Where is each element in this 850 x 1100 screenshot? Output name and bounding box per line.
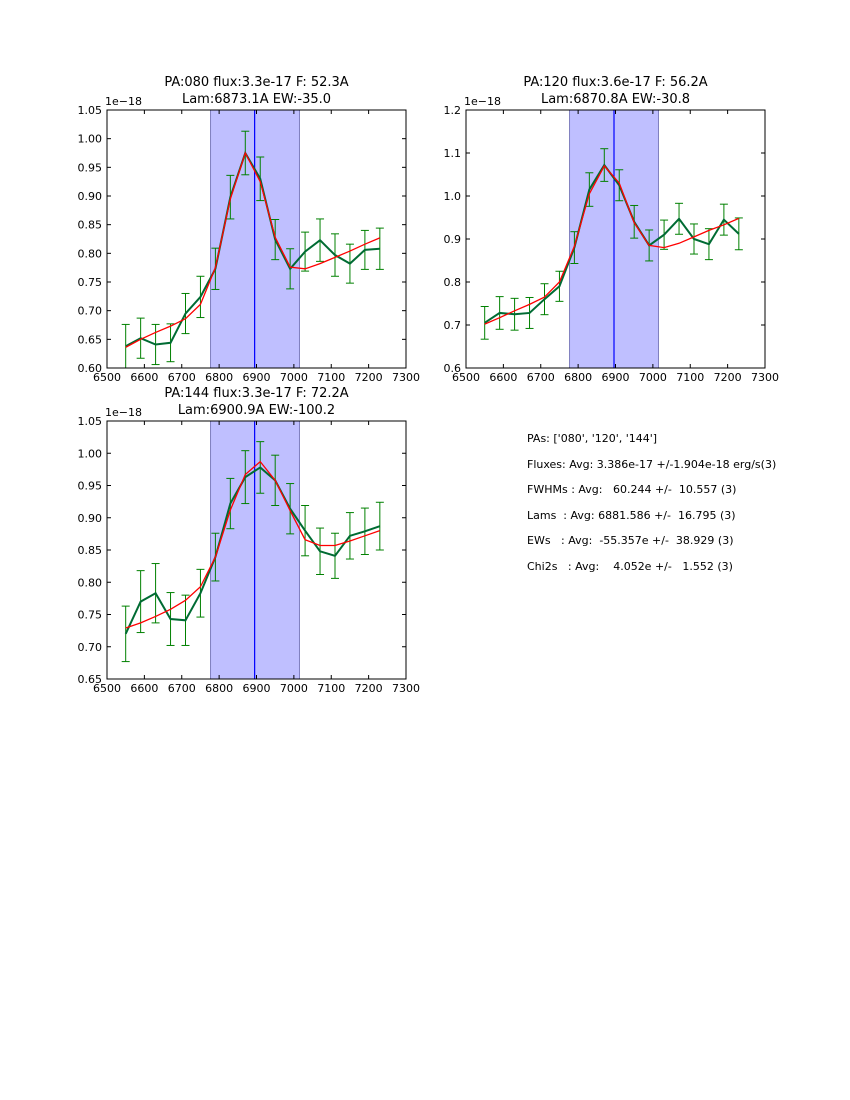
y-tick-label: 0.90: [78, 190, 103, 203]
y-tick-label: 0.95: [78, 161, 103, 174]
x-tick-label: 7000: [639, 371, 667, 384]
subplot-title-line2: Lam:6870.8A EW:-30.8: [541, 92, 690, 107]
x-tick-label: 7300: [751, 371, 779, 384]
subplot-title-line1: PA:144 flux:3.3e-17 F: 72.2A: [164, 386, 348, 401]
x-tick-label: 6500: [452, 371, 480, 384]
x-tick-label: 6700: [527, 371, 555, 384]
y-tick-label: 1.0: [444, 190, 462, 203]
x-tick-label: 6600: [130, 682, 158, 695]
fit-line: [125, 460, 381, 629]
x-tick-label: 7100: [676, 371, 704, 384]
x-tick-label: 7000: [280, 682, 308, 695]
y-tick-label: 0.80: [78, 576, 103, 589]
y-tick-label: 0.7: [444, 319, 462, 332]
stats-fwhms: FWHMs : Avg: 60.244 +/- 10.557 (3): [527, 483, 737, 497]
x-tick-label: 7100: [317, 682, 345, 695]
x-tick-label: 6900: [602, 371, 630, 384]
y-tick-label: 1.1: [444, 147, 462, 160]
plot-area: [121, 110, 384, 368]
subplot-1: 6500 6600 6700 6800 6900 7000 7100 7200 7300 0.60…: [78, 75, 421, 384]
x-tick-label: 7300: [392, 682, 420, 695]
fit-line: [484, 164, 740, 325]
y-tick-label: 0.70: [78, 641, 103, 654]
y-tick-label: 0.85: [78, 219, 103, 232]
y-tick-label: 0.65: [78, 673, 103, 686]
x-tick-label: 7000: [280, 371, 308, 384]
x-tick-label: 6900: [243, 371, 271, 384]
x-tick-label: 6500: [93, 682, 121, 695]
data-line: [124, 466, 381, 635]
stats-lams: Lams : Avg: 6881.586 +/- 16.795 (3): [527, 508, 736, 522]
y-tick-label: 0.6: [444, 362, 462, 375]
stats-fluxes: Fluxes: Avg: 3.386e-17 +/-1.904e-18 erg/…: [527, 457, 777, 471]
subplot-title-line2: Lam:6873.1A EW:-35.0: [182, 92, 331, 107]
y-offset-label: 1e−18: [105, 95, 142, 108]
x-tick-label: 6800: [205, 682, 233, 695]
y-tick-label: 1.05: [78, 415, 103, 428]
stats-ews: EWs : Avg: -55.357e +/- 38.929 (3): [527, 534, 734, 548]
x-tick-label: 6800: [564, 371, 592, 384]
x-tick-label: 7200: [355, 682, 383, 695]
y-tick-label: 0.60: [78, 362, 103, 375]
subplot-3: 6500 6600 6700 6800 6900 7000 7100 7200 7300 0.65…: [78, 386, 421, 695]
y-tick-label: 0.65: [78, 333, 103, 346]
x-tick-label: 6700: [168, 371, 196, 384]
summary-stats: PAs: ['080', '120', '144'] Fluxes: Avg: …: [527, 432, 776, 586]
y-tick-label: 0.75: [78, 276, 103, 289]
x-tick-label: 7200: [714, 371, 742, 384]
fit-line: [125, 151, 381, 348]
x-tick-label: 6600: [130, 371, 158, 384]
x-tick-label: 6500: [93, 371, 121, 384]
y-tick-label: 0.80: [78, 247, 103, 260]
subplot-title-line1: PA:120 flux:3.6e-17 F: 56.2A: [523, 75, 707, 90]
x-tick-label: 7200: [355, 371, 383, 384]
y-tick-label: 1.2: [444, 104, 462, 117]
stats-chi2s: Chi2s : Avg: 4.052e +/- 1.552 (3): [527, 559, 733, 573]
subplot-title-line1: PA:080 flux:3.3e-17 F: 52.3A: [164, 75, 348, 90]
y-offset-label: 1e−18: [105, 406, 142, 419]
subplot-2: 6500 6600 6700 6800 6900 7000 7100 7200 7300 0.6 0…: [444, 75, 780, 384]
y-tick-label: 1.00: [78, 447, 103, 460]
subplot-title-line2: Lam:6900.9A EW:-100.2: [178, 403, 335, 418]
y-tick-label: 1.00: [78, 133, 103, 146]
x-tick-label: 7100: [317, 371, 345, 384]
y-tick-label: 0.9: [444, 233, 462, 246]
y-tick-label: 0.8: [444, 276, 462, 289]
plot-area: [121, 421, 384, 679]
y-tick-label: 0.75: [78, 609, 103, 622]
x-tick-label: 6800: [205, 371, 233, 384]
stats-pas: PAs: ['080', '120', '144']: [527, 432, 658, 445]
x-tick-label: 6600: [489, 371, 517, 384]
plot-area: [480, 110, 743, 368]
x-tick-label: 6900: [243, 682, 271, 695]
y-tick-label: 1.05: [78, 104, 103, 117]
y-tick-label: 0.95: [78, 480, 103, 493]
y-tick-label: 0.85: [78, 544, 103, 557]
x-tick-label: 6700: [168, 682, 196, 695]
y-tick-label: 0.90: [78, 512, 103, 525]
y-tick-label: 0.70: [78, 305, 103, 318]
y-offset-label: 1e−18: [464, 95, 501, 108]
x-tick-label: 7300: [392, 371, 420, 384]
